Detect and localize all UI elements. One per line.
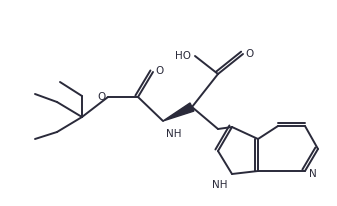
Text: O: O: [156, 66, 164, 76]
Text: N: N: [309, 168, 317, 178]
Polygon shape: [163, 103, 194, 121]
Text: HO: HO: [175, 51, 191, 61]
Text: NH: NH: [212, 179, 228, 189]
Text: NH: NH: [166, 128, 182, 138]
Text: O: O: [246, 49, 254, 59]
Text: O: O: [97, 91, 105, 102]
